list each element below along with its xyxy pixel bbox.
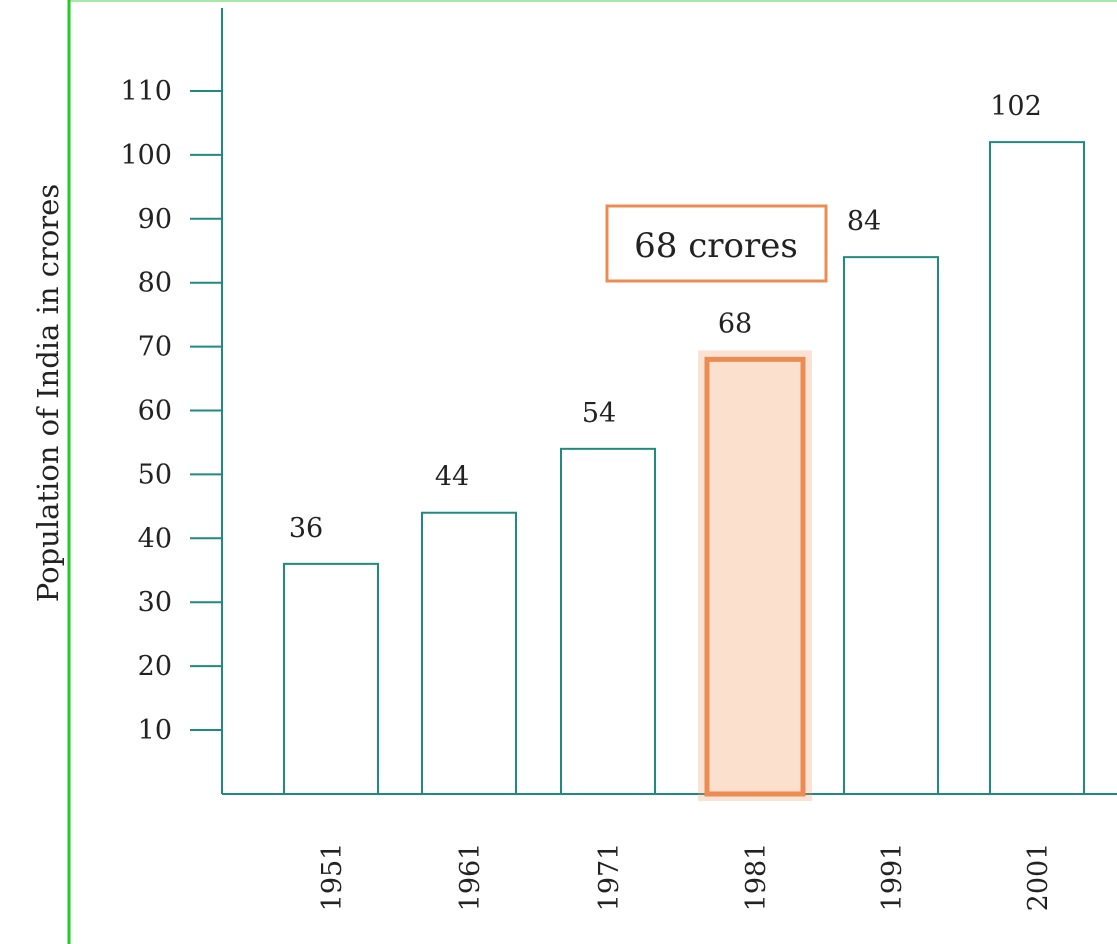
y-tick-label: 50 (138, 459, 172, 490)
bar-1981 (704, 356, 806, 797)
bar-1971 (560, 447, 656, 795)
bar-value-label: 68 (718, 308, 752, 339)
y-tick-label: 20 (138, 651, 172, 682)
y-tick-label: 70 (138, 332, 172, 363)
y-axis-label: Population of India in crores (31, 184, 65, 602)
annotation-box (605, 204, 828, 283)
x-tick-label: 1981 (741, 843, 772, 912)
x-tick-label: 1991 (877, 843, 908, 912)
y-tick-label: 110 (120, 76, 172, 107)
x-tick-label: 2001 (1023, 843, 1054, 912)
bar-2001 (989, 141, 1085, 795)
y-tick-label: 60 (138, 396, 172, 427)
bar-value-label: 44 (435, 462, 469, 493)
y-tick-label: 80 (138, 268, 172, 299)
bar-value-label: 36 (289, 513, 323, 544)
bar-1991 (843, 256, 939, 795)
bar-value-label: 102 (990, 91, 1042, 122)
y-tick-label: 40 (138, 523, 172, 554)
bar-highlight-glow (698, 350, 812, 801)
bar-1961 (421, 511, 517, 795)
bar-value-label: 84 (847, 206, 881, 237)
bar-value-labels: 36 44 54 68 84 102 (289, 91, 1042, 544)
x-tick-label: 1971 (594, 843, 625, 912)
annotation-text: 68 crores (634, 226, 798, 266)
y-tick-label: 10 (138, 715, 172, 746)
x-axis-tick-labels: 1951 1961 1971 1981 1991 2001 (317, 843, 1054, 912)
y-tick-label: 30 (138, 587, 172, 618)
x-tick-label: 1961 (455, 843, 486, 912)
annotation-callout: 68 crores (605, 204, 828, 283)
y-tick-label: 100 (120, 140, 172, 171)
bar-series (283, 141, 1085, 801)
x-tick-label: 1951 (317, 843, 348, 912)
y-tick-label: 90 (138, 204, 172, 235)
bar-value-label: 54 (582, 398, 616, 429)
y-axis-ticks: 10 20 30 40 50 60 70 80 90 100 110 (120, 76, 222, 746)
bar-1951 (283, 562, 379, 795)
